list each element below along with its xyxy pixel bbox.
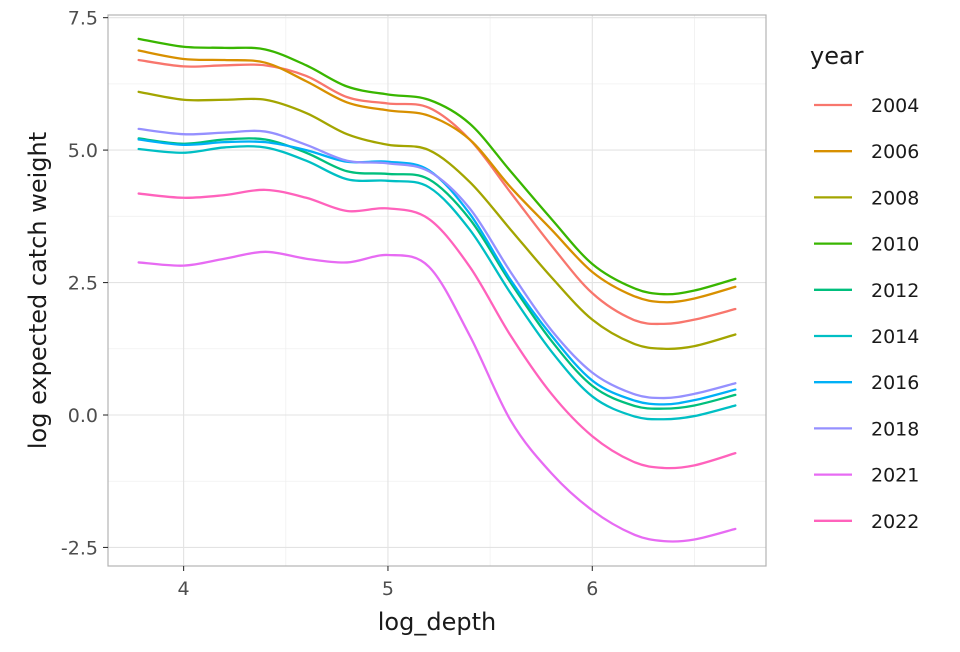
series-line-2006 bbox=[137, 49, 737, 304]
legend-label-2010: 2010 bbox=[871, 234, 919, 256]
major-gridlines bbox=[108, 15, 766, 566]
series-line-2008 bbox=[137, 90, 737, 351]
legend-title: year bbox=[810, 42, 864, 70]
legend-label-2004: 2004 bbox=[871, 95, 919, 117]
y-tick-label: 2.5 bbox=[68, 273, 98, 295]
x-tick-label: 6 bbox=[586, 578, 598, 600]
y-axis-title: log expected catch weight bbox=[24, 132, 52, 449]
legend-label-2014: 2014 bbox=[871, 326, 919, 348]
series-line-2016 bbox=[137, 138, 737, 406]
series-lines bbox=[137, 37, 737, 543]
legend-label-2022: 2022 bbox=[871, 511, 919, 533]
legend-label-2008: 2008 bbox=[871, 187, 919, 209]
y-tick-label: 0.0 bbox=[68, 405, 98, 427]
x-axis: 4 5 6 bbox=[178, 566, 598, 600]
series-line-2014 bbox=[137, 145, 737, 421]
y-tick-label: 7.5 bbox=[68, 8, 98, 30]
y-axis: -2.5 0.0 2.5 5.0 7.5 bbox=[61, 8, 108, 559]
y-tick-label: -2.5 bbox=[61, 537, 98, 559]
plot-panel-border bbox=[107, 14, 767, 567]
legend-items: 2004 2006 2008 2010 2012 2014 2016 2018 2021 2022 bbox=[814, 95, 919, 533]
y-tick-label: 5.0 bbox=[68, 140, 98, 162]
series-line-2010 bbox=[137, 37, 737, 296]
series-line-2021 bbox=[137, 250, 737, 543]
x-tick-label: 5 bbox=[382, 578, 394, 600]
minor-gridlines bbox=[108, 15, 766, 566]
legend-label-2016: 2016 bbox=[871, 372, 919, 394]
legend-label-2006: 2006 bbox=[871, 141, 919, 163]
series-line-2018 bbox=[137, 127, 737, 400]
legend-label-2018: 2018 bbox=[871, 418, 919, 440]
x-axis-title: log_depth bbox=[378, 608, 496, 636]
legend-label-2012: 2012 bbox=[871, 280, 919, 302]
series-line-2012 bbox=[137, 137, 737, 410]
legend: year 2004 2006 2008 2010 2012 2014 2016 2018 202… bbox=[810, 42, 919, 533]
x-tick-label: 4 bbox=[178, 578, 190, 600]
legend-label-2021: 2021 bbox=[871, 465, 919, 487]
series-line-2022 bbox=[137, 188, 737, 470]
series-line-2004 bbox=[137, 58, 737, 326]
